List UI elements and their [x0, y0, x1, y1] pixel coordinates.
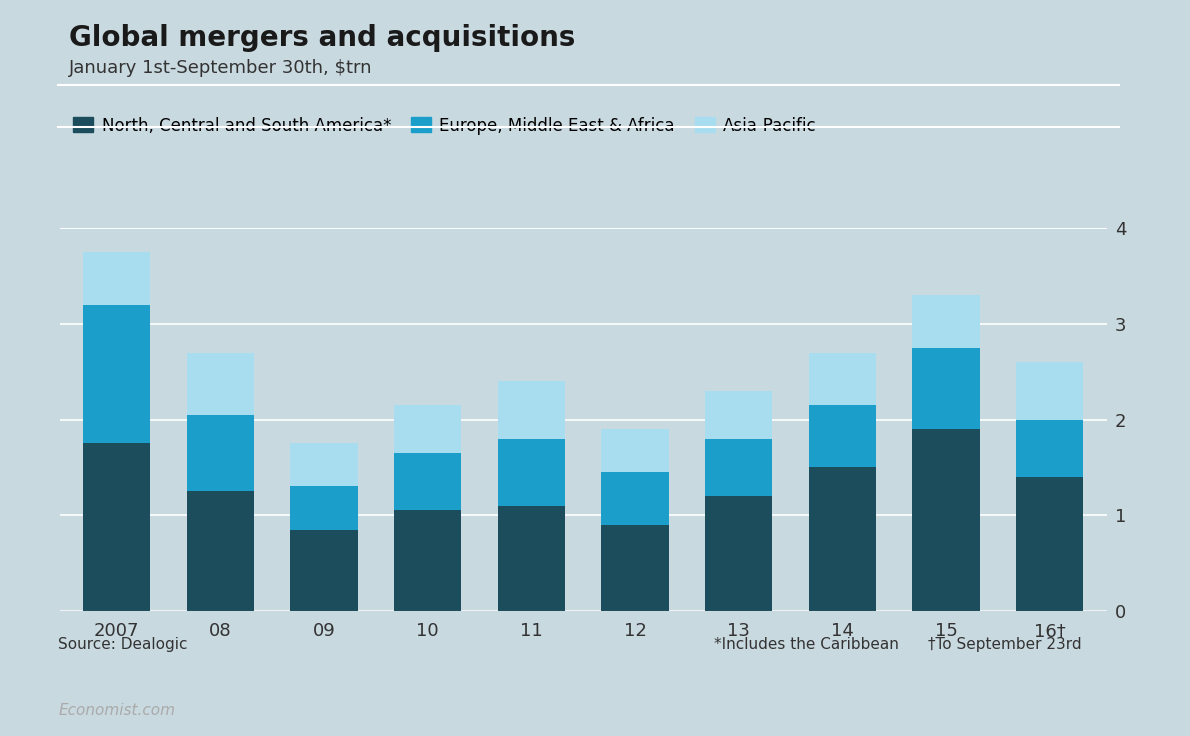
Bar [290, 530, 357, 611]
Bar [187, 415, 253, 492]
Text: Global mergers and acquisitions: Global mergers and acquisitions [69, 24, 576, 52]
Bar [809, 353, 876, 405]
Bar [394, 405, 462, 453]
Bar [394, 511, 462, 611]
Text: Source: Dealogic: Source: Dealogic [58, 637, 188, 651]
Bar [704, 439, 772, 496]
Bar [601, 429, 669, 473]
Text: January 1st-September 30th, $trn: January 1st-September 30th, $trn [69, 59, 372, 77]
Text: †To September 23rd: †To September 23rd [928, 637, 1082, 651]
Bar [601, 525, 669, 611]
Bar [187, 353, 253, 415]
Bar [1016, 362, 1083, 420]
Bar [913, 429, 979, 611]
Bar [497, 381, 565, 439]
Bar [913, 295, 979, 348]
Bar [809, 467, 876, 611]
Legend: North, Central and South America*, Europe, Middle East & Africa, Asia-Pacific: North, Central and South America*, Europ… [67, 110, 823, 141]
Bar [809, 405, 876, 467]
Bar [290, 443, 357, 486]
Bar [187, 492, 253, 611]
Bar [1016, 477, 1083, 611]
Bar [913, 347, 979, 429]
Text: *Includes the Caribbean: *Includes the Caribbean [714, 637, 898, 651]
Bar [394, 453, 462, 511]
Bar [83, 443, 150, 611]
Text: Economist.com: Economist.com [58, 703, 175, 718]
Bar [601, 473, 669, 525]
Bar [704, 496, 772, 611]
Bar [497, 439, 565, 506]
Bar [704, 391, 772, 439]
Bar [83, 305, 150, 443]
Bar [290, 486, 357, 530]
Bar [1016, 420, 1083, 477]
Bar [83, 252, 150, 305]
Bar [497, 506, 565, 611]
